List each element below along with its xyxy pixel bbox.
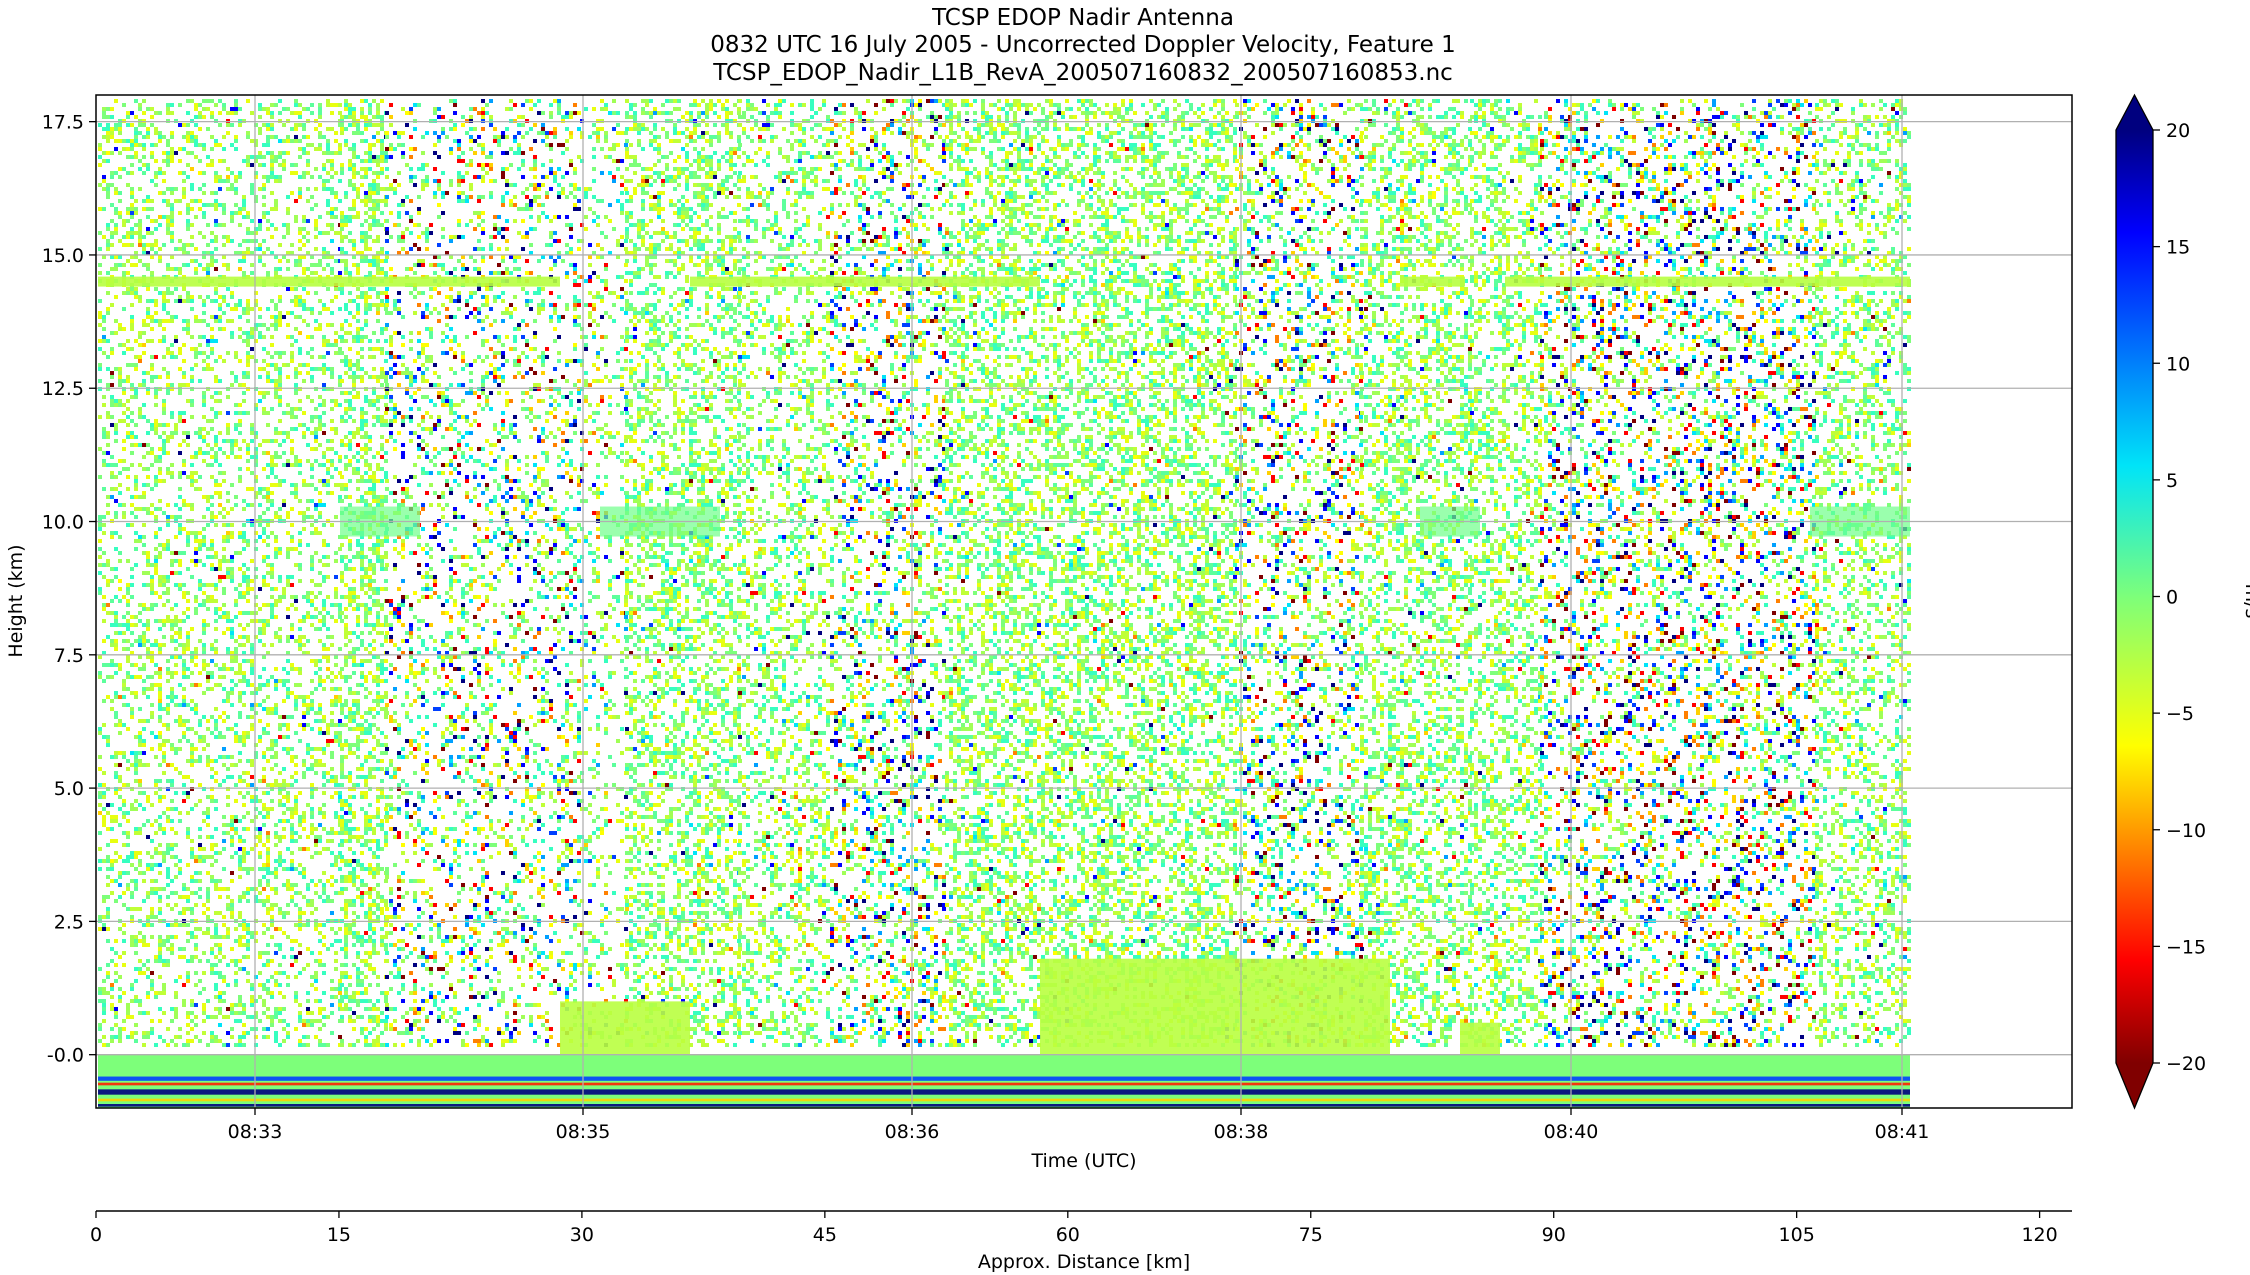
chart-title-line-1: TCSP EDOP Nadir Antenna — [931, 5, 1234, 31]
colorbar-tick-label: 10 — [2166, 353, 2190, 375]
colorbar: 20 15 10 5 0 −5 −10 −15 −20 m/s — [2116, 95, 2250, 1108]
surface-echo-stripe — [98, 1083, 1910, 1086]
y-tick-label: 5.0 — [54, 778, 84, 800]
x-tick-label: 08:33 — [228, 1121, 283, 1143]
colorbar-tick-label: 0 — [2166, 587, 2178, 609]
x-tick-label: 08:35 — [556, 1121, 611, 1143]
chart-title-line-3: TCSP_EDOP_Nadir_L1B_RevA_200507160832_20… — [712, 60, 1453, 86]
y-tick-label: 7.5 — [54, 645, 84, 667]
low-level-echo — [1460, 1023, 1500, 1055]
surface-echo-stripe — [98, 1099, 1910, 1102]
y-axis-label: Height (km) — [5, 544, 27, 657]
distance-tick-label: 45 — [813, 1224, 837, 1246]
x-axis-label: Time (UTC) — [1030, 1150, 1136, 1172]
tropopause-echo-segment — [1505, 277, 1910, 287]
y-tick-label: 17.5 — [42, 112, 84, 134]
colorbar-tick-label: −10 — [2166, 820, 2206, 842]
low-level-echo — [1040, 959, 1390, 1055]
distance-tick-label: 0 — [90, 1224, 102, 1246]
distance-axis-label: Approx. Distance [km] — [978, 1251, 1190, 1273]
colorbar-tick-label: 15 — [2166, 237, 2190, 259]
y-tick-label: 10.0 — [42, 512, 84, 534]
colorbar-tick-label: 5 — [2166, 470, 2178, 492]
surface-echo-stripe — [98, 1089, 1910, 1094]
distance-tick-label: 75 — [1299, 1224, 1323, 1246]
x-tick-label: 08:36 — [885, 1121, 940, 1143]
y-axis: -0.0 2.5 5.0 7.5 10.0 12.5 15.0 17.5 — [42, 112, 96, 1067]
colorbar-tick-label: −5 — [2166, 703, 2194, 725]
x-tick-label: 08:40 — [1544, 1121, 1599, 1143]
tropopause-echo-segment — [690, 277, 1040, 287]
y-tick-label: -0.0 — [47, 1045, 84, 1067]
distance-tick-label: 105 — [1779, 1224, 1815, 1246]
colorbar-tick-label: −20 — [2166, 1053, 2206, 1075]
surface-echo-stripe — [98, 1077, 1910, 1081]
y-tick-label: 2.5 — [54, 911, 84, 933]
plot-area — [96, 95, 2072, 1108]
colorbar-tick-label: 20 — [2166, 120, 2190, 142]
tropopause-echo-segment — [98, 277, 560, 287]
distance-tick-label: 60 — [1056, 1224, 1080, 1246]
colorbar-body — [2116, 130, 2153, 1063]
surface-echo-stripe — [98, 1104, 1910, 1107]
y-tick-label: 15.0 — [42, 245, 84, 267]
low-level-echo — [560, 1001, 690, 1054]
y-tick-label: 12.5 — [42, 378, 84, 400]
colorbar-extend-min — [2116, 1063, 2153, 1108]
x-axis-distance: 0 15 30 45 60 75 90 105 120 — [90, 1211, 2058, 1246]
colorbar-label: m/s — [2241, 584, 2250, 619]
distance-tick-label: 120 — [2021, 1224, 2057, 1246]
distance-tick-label: 90 — [1542, 1224, 1566, 1246]
colorbar-tick-label: −15 — [2166, 936, 2206, 958]
x-tick-label: 08:41 — [1875, 1121, 1930, 1143]
x-axis-time: 08:33 08:35 08:36 08:38 08:40 08:41 — [228, 1108, 1930, 1143]
distance-tick-label: 15 — [327, 1224, 351, 1246]
tropopause-echo-segment — [1400, 277, 1465, 287]
colorbar-ticks: 20 15 10 5 0 −5 −10 −15 −20 — [2153, 120, 2206, 1075]
x-tick-label: 08:38 — [1214, 1121, 1269, 1143]
chart-title-line-2: 0832 UTC 16 July 2005 - Uncorrected Dopp… — [710, 32, 1455, 58]
colorbar-extend-max — [2116, 95, 2153, 130]
distance-tick-label: 30 — [570, 1224, 594, 1246]
